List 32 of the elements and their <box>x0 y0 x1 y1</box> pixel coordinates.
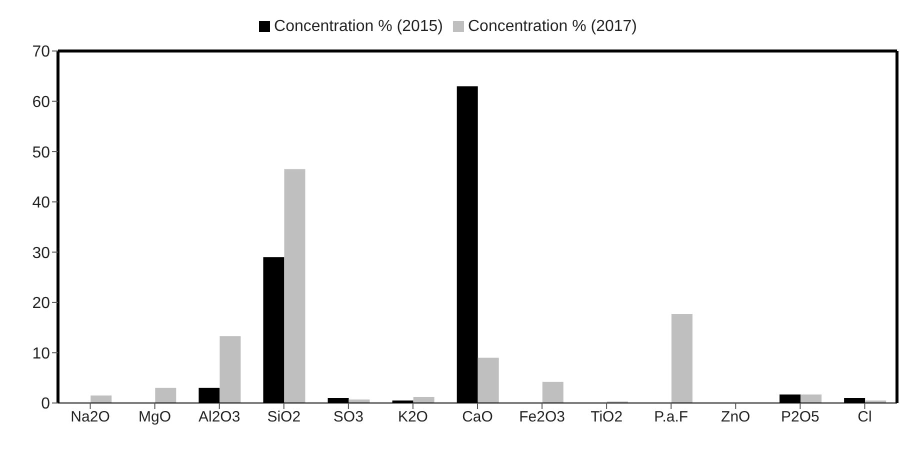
y-tick-label: 40 <box>32 194 50 212</box>
legend-label: Concentration % (2017) <box>468 18 637 35</box>
y-tick-label: 30 <box>32 244 50 262</box>
x-tick-label: MgO <box>138 408 172 426</box>
x-tick-label: TiO2 <box>590 408 623 426</box>
bar <box>542 382 564 403</box>
y-tick-label: 10 <box>32 345 50 362</box>
y-tick-label: 0 <box>41 396 50 413</box>
y-tick-label: 70 <box>32 44 50 61</box>
x-tick-label: ZnO <box>721 408 750 426</box>
x-tick-label: SiO2 <box>267 408 301 426</box>
x-tick-label: CaO <box>462 408 493 426</box>
x-tick-label: Cl <box>858 408 872 426</box>
x-tick-label: Al2O3 <box>198 408 240 426</box>
x-tick-label: P.a.F <box>654 408 688 426</box>
bar <box>671 314 692 403</box>
bar <box>800 394 822 403</box>
bar <box>284 169 306 403</box>
bar <box>413 396 434 403</box>
x-tick-label: P2O5 <box>781 408 820 426</box>
x-tick-label: K2O <box>398 408 428 426</box>
bar <box>220 336 241 403</box>
bar <box>155 388 176 403</box>
y-tick-label: 50 <box>32 144 50 162</box>
y-tick-label: 60 <box>32 94 50 111</box>
bar <box>478 358 499 403</box>
x-tick-label: Na2O <box>70 408 110 426</box>
bar <box>90 395 112 403</box>
x-tick-label: Fe2O3 <box>519 408 565 426</box>
legend-label: Concentration % (2015) <box>274 18 443 35</box>
x-tick-label: SO3 <box>333 408 364 426</box>
y-tick-label: 20 <box>32 295 50 312</box>
